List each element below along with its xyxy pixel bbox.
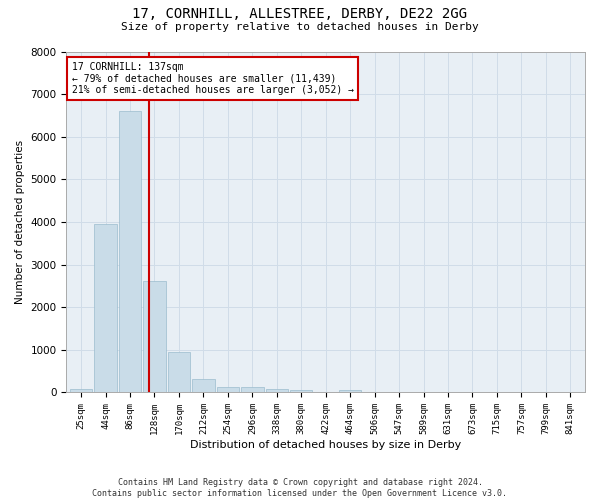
Bar: [119, 111, 141, 392]
Text: 17 CORNHILL: 137sqm
← 79% of detached houses are smaller (11,439)
21% of semi-de: 17 CORNHILL: 137sqm ← 79% of detached ho…: [71, 62, 353, 95]
Text: Contains HM Land Registry data © Crown copyright and database right 2024.
Contai: Contains HM Land Registry data © Crown c…: [92, 478, 508, 498]
Bar: [241, 388, 263, 392]
X-axis label: Distribution of detached houses by size in Derby: Distribution of detached houses by size …: [190, 440, 461, 450]
Bar: [217, 387, 239, 392]
Bar: [167, 352, 190, 393]
Bar: [192, 379, 215, 392]
Bar: [339, 390, 361, 392]
Y-axis label: Number of detached properties: Number of detached properties: [15, 140, 25, 304]
Bar: [94, 224, 117, 392]
Text: 17, CORNHILL, ALLESTREE, DERBY, DE22 2GG: 17, CORNHILL, ALLESTREE, DERBY, DE22 2GG: [133, 8, 467, 22]
Bar: [143, 281, 166, 392]
Bar: [266, 389, 288, 392]
Text: Size of property relative to detached houses in Derby: Size of property relative to detached ho…: [121, 22, 479, 32]
Bar: [70, 390, 92, 392]
Bar: [290, 390, 313, 392]
